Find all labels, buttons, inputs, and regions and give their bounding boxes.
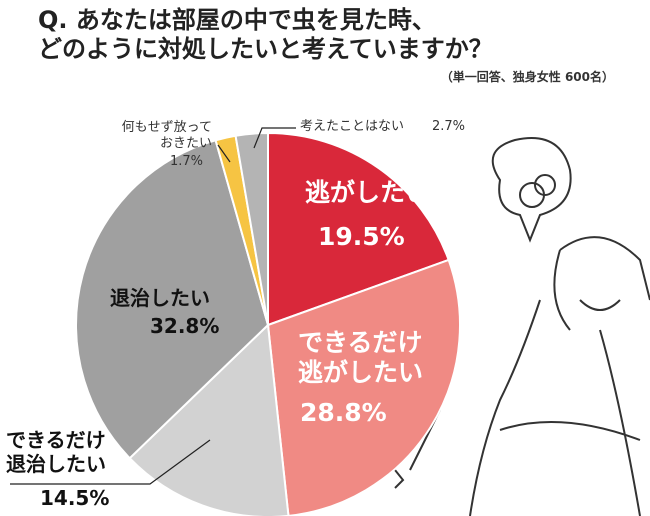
slice-value: 2.7% — [432, 119, 466, 134]
pie-slice — [234, 131, 269, 326]
slice-label: 考えたことはない — [300, 119, 405, 134]
slice-label: 逃がしたい — [305, 178, 431, 207]
slice-label: 退治したい — [110, 286, 210, 310]
slice-label: できるだけ 逃がしたい — [298, 328, 424, 387]
slice-value: 19.5% — [318, 222, 405, 251]
slice-value: 14.5% — [40, 486, 110, 510]
pie-slice — [267, 131, 450, 327]
title: Q. あなたは部屋の中で虫を見た時、 どのように対処したいと考えていますか？ — [38, 6, 493, 63]
pie-slice — [75, 139, 270, 460]
leader-lines — [10, 127, 296, 485]
subtitle: （単一回答、独身女性 600名） — [440, 70, 614, 84]
pie-slice — [128, 322, 290, 516]
slice-label: できるだけ 退治したい — [6, 428, 106, 476]
slice-value: 32.8% — [150, 314, 220, 338]
slice-label: 何もせず放って おきたい — [121, 120, 212, 151]
slice-value: 1.7% — [170, 154, 204, 169]
slice-value: 28.8% — [300, 398, 387, 427]
pie-slice — [266, 258, 461, 516]
